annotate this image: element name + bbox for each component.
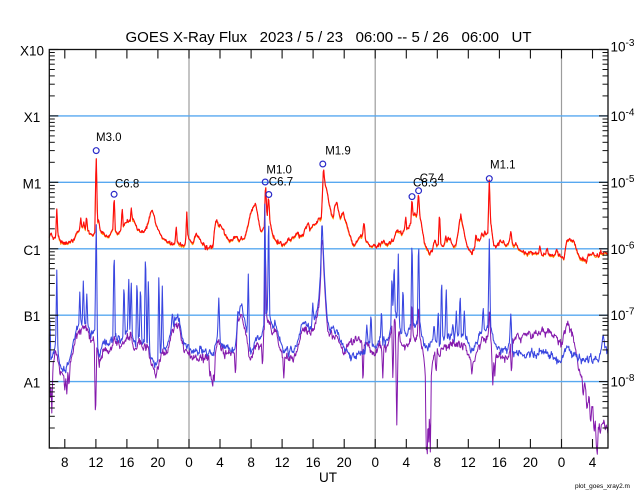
svg-text:20: 20 — [150, 455, 165, 470]
svg-text:16: 16 — [492, 455, 507, 470]
svg-text:GOES X-Ray Flux 2023 / 5 / 2: GOES X-Ray Flux 2023 / 5 / 23 06:00 -- 5… — [125, 29, 531, 46]
svg-text:C6.8: C6.8 — [115, 179, 139, 191]
svg-text:M1: M1 — [23, 176, 42, 191]
svg-text:20: 20 — [337, 455, 352, 470]
svg-text:C6.7: C6.7 — [269, 177, 293, 189]
svg-text:20: 20 — [523, 455, 538, 470]
svg-text:8: 8 — [434, 455, 442, 470]
svg-text:plot_goes_xray2.m: plot_goes_xray2.m — [575, 483, 630, 490]
svg-text:UT: UT — [319, 470, 337, 485]
svg-text:B1: B1 — [24, 309, 41, 324]
svg-text:12: 12 — [275, 455, 290, 470]
svg-text:M1.9: M1.9 — [325, 146, 351, 158]
svg-text:16: 16 — [306, 455, 321, 470]
svg-text:X10: X10 — [20, 44, 44, 59]
svg-text:12: 12 — [461, 455, 476, 470]
svg-text:C1: C1 — [23, 243, 40, 258]
svg-text:M3.0: M3.0 — [96, 132, 122, 144]
svg-text:C7.4: C7.4 — [420, 173, 445, 185]
svg-text:4: 4 — [403, 455, 411, 470]
svg-text:0: 0 — [371, 455, 379, 470]
svg-text:8: 8 — [247, 455, 255, 470]
svg-text:C6.3: C6.3 — [413, 178, 437, 190]
svg-text:A1: A1 — [24, 376, 41, 391]
svg-text:4: 4 — [216, 455, 224, 470]
svg-text:M1.0: M1.0 — [266, 165, 292, 177]
svg-text:8: 8 — [61, 455, 69, 470]
svg-text:0: 0 — [558, 455, 566, 470]
svg-text:12: 12 — [88, 455, 103, 470]
svg-text:0: 0 — [185, 455, 193, 470]
svg-text:X1: X1 — [24, 110, 41, 125]
svg-text:16: 16 — [119, 455, 134, 470]
svg-text:4: 4 — [589, 455, 597, 470]
svg-text:M1.1: M1.1 — [490, 160, 516, 172]
